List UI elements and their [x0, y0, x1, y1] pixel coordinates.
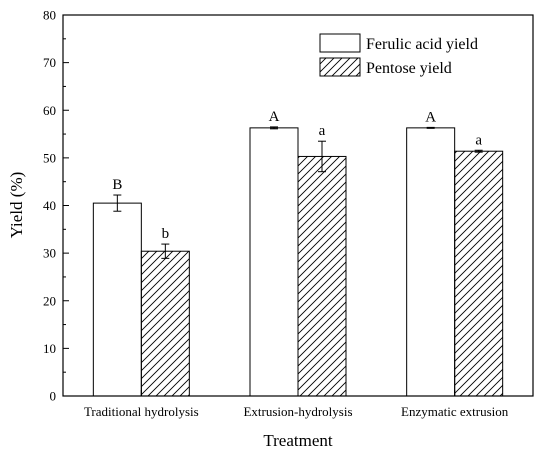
legend: Ferulic acid yield Pentose yield: [319, 33, 478, 77]
error-bar: [474, 149, 483, 153]
bars-layer: [92, 127, 504, 397]
bar-pentose: [454, 150, 504, 397]
annotation-layer: Bb Aa Aa: [112, 109, 482, 242]
significance-label: a: [475, 132, 482, 148]
error-bar: [270, 126, 278, 130]
significance-label: b: [162, 226, 170, 242]
x-tick-label: Enzymatic extrusion: [401, 404, 509, 419]
y-tick-label: 50: [43, 150, 56, 165]
legend-swatch-pentose: [319, 57, 361, 77]
significance-label: B: [112, 177, 122, 193]
y-axis-title: Yield (%): [7, 172, 26, 239]
y-tick-label: 60: [43, 103, 56, 118]
y-tick-label: 0: [50, 389, 57, 404]
y-tick-label: 70: [43, 55, 56, 70]
legend-swatch-ferulic: [319, 33, 361, 53]
legend-label-ferulic: Ferulic acid yield: [366, 36, 478, 53]
bar-ferulic-acid: [406, 127, 456, 397]
y-tick-label: 20: [43, 293, 56, 308]
error-bar: [113, 194, 122, 212]
x-axis: Traditional hydrolysis Extrusion-hydrolys…: [84, 390, 509, 419]
legend-label-pentose: Pentose yield: [366, 60, 452, 77]
y-tick-label: 40: [43, 198, 56, 213]
y-tick-label: 10: [43, 341, 56, 356]
x-axis-title: Treatment: [263, 431, 333, 450]
significance-label: a: [319, 123, 326, 139]
error-bar: [318, 140, 326, 173]
error-bars-layer: [113, 126, 483, 259]
bar-ferulic-acid: [92, 202, 142, 397]
significance-label: A: [269, 109, 280, 125]
x-tick-label: Extrusion-hydrolysis: [243, 404, 352, 419]
bar-pentose: [140, 250, 190, 397]
error-bar: [161, 243, 170, 259]
bar-ferulic-acid: [249, 127, 299, 397]
significance-label: A: [425, 109, 436, 125]
y-tick-label: 80: [43, 8, 56, 23]
error-bar: [426, 126, 435, 129]
x-tick-label: Traditional hydrolysis: [84, 404, 199, 419]
y-tick-label: 30: [43, 246, 56, 261]
y-axis: 0 10 20 30 40 50 60 70 80: [43, 8, 69, 404]
bar-pentose: [297, 155, 347, 397]
